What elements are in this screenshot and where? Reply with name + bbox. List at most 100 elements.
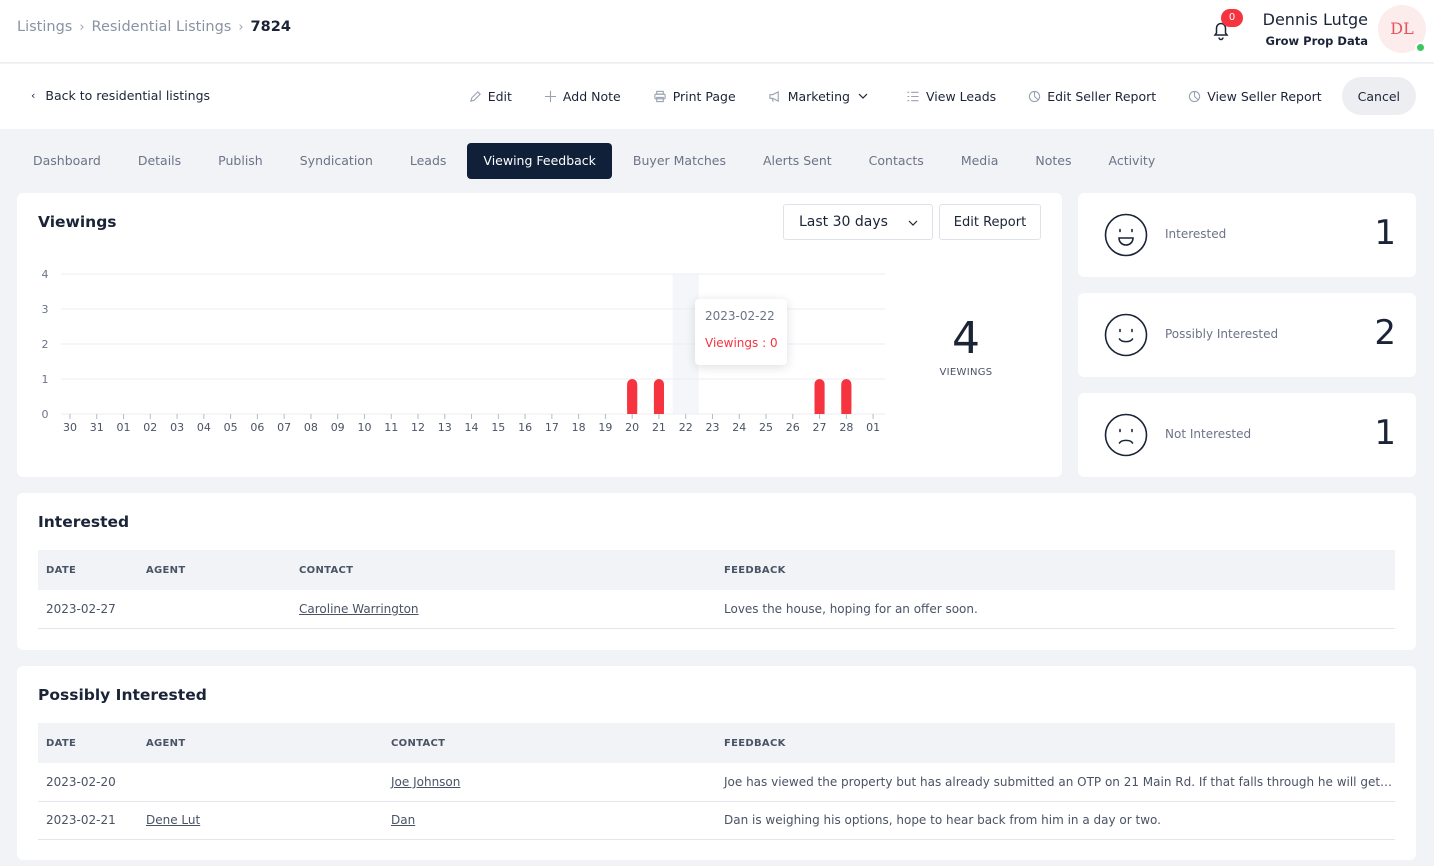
breadcrumb-current: 7824 [250, 19, 291, 35]
agent-link[interactable]: Dene Lut [146, 813, 201, 827]
table-row: 2023-02-20 Joe Johnson Joe has viewed th… [38, 763, 1395, 802]
top-bar: Listings › Residential Listings › 7824 0… [0, 0, 1434, 63]
column-header-feedback: FEEDBACK [716, 550, 1395, 590]
plus-icon [544, 90, 556, 102]
x-tick-label: 01 [866, 421, 880, 434]
edit-button[interactable]: Edit [469, 89, 512, 104]
contact-link[interactable]: Dan [391, 813, 416, 827]
edit-report-button[interactable]: Edit Report [939, 204, 1041, 240]
tab-bar: Dashboard Details Publish Syndication Le… [17, 143, 1176, 179]
column-header-date: DATE [38, 723, 138, 763]
x-tick-label: 13 [438, 421, 452, 434]
x-tick-label: 14 [465, 421, 479, 434]
possibly-interested-summary-count: 2 [1374, 313, 1396, 353]
chevron-down-icon [858, 93, 868, 99]
happy-face-icon [1104, 213, 1148, 257]
avatar[interactable]: DL [1378, 5, 1426, 53]
chevron-down-icon [908, 205, 918, 239]
interested-section-title: Interested [38, 513, 130, 531]
column-header-agent: AGENT [138, 550, 291, 590]
tab-publish[interactable]: Publish [218, 153, 263, 168]
tab-viewing-feedback[interactable]: Viewing Feedback [467, 143, 612, 179]
tab-dashboard[interactable]: Dashboard [33, 153, 101, 168]
x-tick-label: 08 [304, 421, 318, 434]
contact-link[interactable]: Caroline Warrington [299, 601, 419, 616]
row-agent[interactable] [138, 763, 383, 802]
x-tick-label: 12 [411, 421, 425, 434]
add-note-button-label: Add Note [562, 88, 621, 104]
row-agent: Dene Lut [138, 801, 383, 840]
tooltip-value: Viewings : 0 [705, 336, 778, 350]
x-tick-label: 30 [63, 421, 77, 434]
chevron-right-icon: › [238, 19, 244, 35]
edit-seller-report-button[interactable]: Edit Seller Report [1028, 89, 1156, 104]
interested-table: DATE AGENT CONTACT FEEDBACK 2023-02-27 C… [38, 550, 1395, 629]
possibly-interested-section: Possibly Interested DATE AGENT CONTACT F… [17, 666, 1416, 860]
contact-link[interactable]: Joe Johnson [391, 774, 461, 789]
tab-activity[interactable]: Activity [1108, 153, 1156, 168]
x-tick-label: 05 [224, 421, 238, 434]
smile-face-icon [1104, 313, 1148, 357]
cancel-button[interactable]: Cancel [1341, 77, 1416, 115]
tooltip-date: 2023-02-22 [705, 309, 775, 323]
action-buttons: Edit Add Note Print Page Marketing View … [437, 77, 1416, 115]
not-interested-summary-label: Not Interested [1165, 427, 1252, 441]
viewings-bar-base [653, 385, 664, 414]
row-contact: Caroline Warrington [291, 590, 716, 629]
user-name[interactable]: Dennis Lutge [1262, 10, 1368, 29]
back-link[interactable]: ‹ Back to residential listings [31, 88, 210, 103]
possibly-interested-table: DATE AGENT CONTACT FEEDBACK 2023-02-20 J… [38, 723, 1395, 840]
total-viewings-label: VIEWINGS [939, 367, 993, 378]
marketing-dropdown-label: Marketing [787, 88, 850, 104]
tab-contacts[interactable]: Contacts [868, 153, 924, 168]
column-header-contact: CONTACT [383, 723, 716, 763]
row-feedback: Dan is weighing his options, hope to hea… [716, 801, 1395, 840]
tab-leads[interactable]: Leads [409, 153, 447, 168]
x-tick-label: 19 [598, 421, 612, 434]
printer-icon [654, 90, 666, 102]
breadcrumb-listings[interactable]: Listings [17, 19, 73, 35]
x-tick-label: 04 [197, 421, 211, 434]
list-icon [907, 91, 919, 101]
x-tick-label: 15 [491, 421, 505, 434]
marketing-dropdown[interactable]: Marketing [768, 89, 874, 104]
print-page-button[interactable]: Print Page [653, 89, 736, 104]
tab-media[interactable]: Media [960, 153, 999, 168]
tab-buyer-matches[interactable]: Buyer Matches [632, 153, 726, 168]
interested-summary-label: Interested [1165, 227, 1227, 241]
date-range-select[interactable]: Last 30 days [783, 204, 933, 240]
possibly-interested-section-title: Possibly Interested [38, 686, 207, 704]
possibly-interested-summary-card: Possibly Interested 2 [1078, 293, 1416, 377]
tab-alerts-sent[interactable]: Alerts Sent [762, 153, 832, 168]
x-tick-label: 31 [90, 421, 104, 434]
x-tick-label: 06 [250, 421, 264, 434]
pie-chart-icon [1029, 90, 1041, 102]
column-header-date: DATE [38, 550, 138, 590]
x-tick-label: 28 [839, 421, 853, 434]
x-tick-label: 03 [170, 421, 184, 434]
not-interested-summary-count: 1 [1374, 413, 1396, 453]
online-status-dot [1415, 42, 1426, 53]
pie-chart-icon [1189, 90, 1201, 102]
x-tick-label: 22 [679, 421, 693, 434]
row-contact: Joe Johnson [383, 763, 716, 802]
row-agent[interactable] [138, 590, 291, 629]
pencil-icon [469, 90, 481, 102]
view-leads-button-label: View Leads [926, 88, 997, 104]
chevron-left-icon: ‹ [31, 89, 36, 102]
view-seller-report-button[interactable]: View Seller Report [1188, 89, 1322, 104]
bell-icon[interactable] [1209, 18, 1233, 42]
tab-syndication[interactable]: Syndication [299, 153, 373, 168]
chevron-right-icon: › [79, 19, 85, 35]
breadcrumb: Listings › Residential Listings › 7824 [17, 19, 291, 35]
interested-summary-card: Interested 1 [1078, 193, 1416, 277]
row-date: 2023-02-20 [38, 763, 138, 802]
tab-notes[interactable]: Notes [1035, 153, 1072, 168]
tab-details[interactable]: Details [137, 153, 182, 168]
y-tick-label: 3 [42, 303, 49, 316]
view-leads-button[interactable]: View Leads [906, 89, 996, 104]
add-note-button[interactable]: Add Note [544, 89, 621, 104]
breadcrumb-residential-listings[interactable]: Residential Listings [91, 19, 232, 35]
x-tick-label: 17 [545, 421, 559, 434]
